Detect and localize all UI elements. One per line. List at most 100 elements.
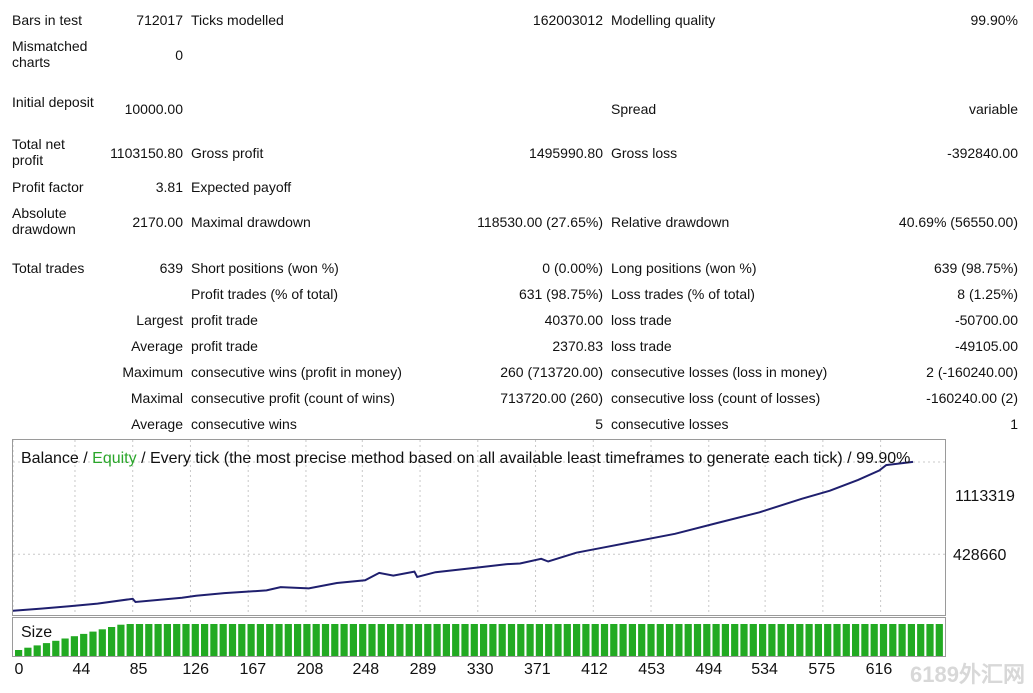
x-tick-label: 494: [695, 661, 723, 678]
x-tick-label: 44: [72, 661, 91, 678]
chart-title: Balance / Equity / Every tick (the most …: [21, 450, 910, 468]
size-bar: [312, 624, 320, 656]
balance-chart-svg: [13, 440, 945, 615]
gross-profit-label: Gross profit: [191, 145, 264, 161]
size-bar: [898, 624, 906, 656]
size-bar: [749, 624, 757, 656]
max-consecutive-wins-value: 260 (713720.00): [500, 364, 603, 380]
largest-profit-label: profit trade: [191, 312, 258, 328]
size-bar: [126, 624, 134, 656]
mismatched-label: Mismatched charts: [12, 38, 88, 70]
avg-consecutive-wins-label: consecutive wins: [191, 416, 297, 432]
size-bar: [442, 624, 450, 656]
size-bar: [889, 624, 897, 656]
size-bar: [470, 624, 478, 656]
size-bar: [52, 640, 60, 656]
avg-consecutive-wins-value: 5: [595, 416, 603, 432]
largest-label: Largest: [136, 312, 183, 328]
average-loss-value: -49105.00: [954, 338, 1018, 354]
ticks-modelled-value: 162003012: [532, 12, 603, 28]
size-bar: [387, 624, 395, 656]
modelling-quality-label: Modelling quality: [611, 12, 716, 28]
y-tick-top: 1113319: [955, 488, 1015, 505]
size-bar: [396, 624, 404, 656]
short-positions-value: 0 (0.00%): [542, 260, 603, 276]
maximal-drawdown-label: Maximal drawdown: [191, 214, 311, 230]
max-consecutive-losses-label: consecutive losses (loss in money): [611, 364, 828, 380]
size-bar: [275, 624, 283, 656]
size-bar: [61, 638, 69, 656]
size-chart-svg: [15, 624, 943, 656]
ticks-modelled-label: Ticks modelled: [191, 12, 284, 28]
avg-consecutive-losses-label: consecutive losses: [611, 416, 729, 432]
size-bar: [675, 624, 683, 656]
size-bar: [907, 624, 915, 656]
size-bar: [526, 624, 534, 656]
size-bar: [852, 624, 860, 656]
size-bar: [173, 624, 181, 656]
size-bar: [321, 624, 330, 656]
largest-profit-value: 40370.00: [544, 312, 603, 328]
size-bar: [108, 627, 116, 656]
size-bar: [405, 624, 413, 656]
relative-drawdown-value: 40.69% (56550.00): [898, 214, 1018, 230]
size-bar: [554, 624, 562, 656]
total-trades-label: Total trades: [12, 260, 85, 276]
size-bar: [517, 624, 525, 656]
size-bar: [414, 624, 423, 656]
bars-in-test-value: 712017: [136, 12, 183, 28]
long-positions-label: Long positions (won %): [611, 260, 757, 276]
size-bar: [182, 624, 190, 656]
largest-loss-label: loss trade: [611, 312, 672, 328]
largest-loss-value: -50700.00: [954, 312, 1018, 328]
max-consecutive-losses-value: 2 (-160240.00): [926, 364, 1018, 380]
size-bar: [135, 624, 144, 656]
size-bar: [712, 624, 720, 656]
size-bar: [117, 624, 125, 656]
maximal-consecutive-profit-value: 713720.00 (260): [500, 390, 603, 406]
profit-trades-value: 631 (98.75%): [518, 286, 603, 302]
size-bar: [656, 624, 664, 656]
size-bar: [935, 624, 943, 656]
profit-trades-label: Profit trades (% of total): [191, 286, 339, 302]
mismatched-value: 0: [175, 47, 183, 63]
size-bar: [247, 624, 255, 656]
modelling-quality-value: 99.90%: [970, 12, 1018, 28]
x-tick-label: 85: [129, 661, 148, 678]
expected-payoff-label: Expected payoff: [191, 179, 292, 195]
size-bar: [507, 624, 516, 656]
size-bar: [666, 624, 674, 656]
absolute-drawdown-value: 2170.00: [132, 214, 183, 230]
size-bar: [647, 624, 655, 656]
size-bar: [219, 624, 227, 656]
size-bar: [228, 624, 237, 656]
profit-factor-value: 3.81: [155, 179, 183, 195]
size-bar: [24, 647, 32, 656]
size-bar: [359, 624, 367, 656]
size-bar: [340, 624, 348, 656]
size-bar: [535, 624, 543, 656]
size-bar: [545, 624, 553, 656]
average-loss-label: loss trade: [611, 338, 672, 354]
average-profit-value: 2370.83: [552, 338, 603, 354]
size-bar: [89, 631, 97, 656]
x-tick-label: 453: [638, 661, 665, 678]
size-bar: [777, 624, 785, 656]
size-bar: [805, 624, 813, 656]
size-bar: [284, 624, 292, 656]
size-bar: [759, 624, 767, 656]
average-label: Average: [131, 338, 183, 354]
gross-profit-value: 1495990.80: [529, 145, 603, 161]
avg-consecutive-losses-value: 1: [1010, 416, 1018, 432]
size-bar: [638, 624, 646, 656]
x-tick-label: 371: [523, 661, 551, 678]
size-bar: [842, 624, 850, 656]
size-bar: [740, 624, 748, 656]
size-bar: [693, 624, 702, 656]
size-bar: [610, 624, 618, 656]
long-positions-value: 639 (98.75%): [933, 260, 1018, 276]
total-trades-value: 639: [159, 260, 183, 276]
x-tick-label: 167: [239, 661, 267, 678]
size-bar: [731, 624, 739, 656]
size-bar: [15, 650, 23, 656]
